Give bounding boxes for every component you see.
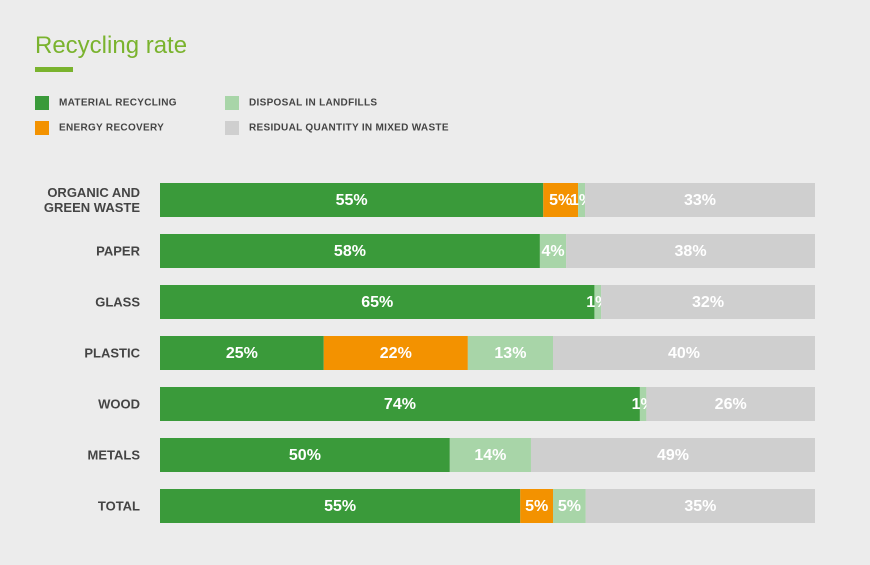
bar-segment [160,336,324,370]
data-label: 5% [549,192,572,209]
bar-segment [323,336,468,370]
legend-swatch [225,121,239,135]
bar-segment [646,387,815,421]
legend-label: DISPOSAL IN LANDFILLS [249,98,377,109]
data-label: 33% [684,192,716,209]
category-label: GLASS [95,294,140,310]
legend-label: MATERIAL RECYCLING [59,98,177,109]
data-label: 58% [334,243,366,260]
bar-segment [160,234,540,268]
chart-title: Recycling rate [35,32,187,59]
bar-segment [585,183,815,217]
data-label: 35% [684,498,716,515]
data-label: 32% [692,294,724,311]
bar-segment [585,489,815,523]
category-label: METALS [87,447,140,463]
data-label: 55% [336,192,368,209]
data-label: 5% [558,498,581,515]
legend-swatch [35,96,49,110]
bar-segment [566,234,815,268]
category-label: WOOD [98,396,140,412]
data-label: 38% [675,243,707,260]
data-label: 40% [668,345,700,362]
bar-segment [520,489,553,523]
data-label: 26% [715,396,747,413]
category-label: ORGANIC AND GREEN WASTE [43,185,140,215]
bar-segment [594,285,602,319]
legend-swatch [35,121,49,135]
data-label: 74% [384,396,416,413]
title-underline [35,67,73,72]
data-label: 4% [541,243,564,260]
bar-segment [160,285,595,319]
bar-segment [160,183,544,217]
data-label: 5% [525,498,548,515]
data-label: 55% [324,498,356,515]
data-label: 49% [657,447,689,464]
bar-segment [553,489,586,523]
bar-segment [578,183,586,217]
bar-segment [553,336,815,370]
data-label: 50% [289,447,321,464]
bar-segment [530,438,815,472]
bar-segment [539,234,567,268]
bar-segment [160,387,640,421]
legend-swatch [225,96,239,110]
bar-segment [160,438,450,472]
bar-segment [160,489,521,523]
legend-label: ENERGY RECOVERY [59,123,164,134]
data-label: 14% [474,447,506,464]
bar-segment [467,336,553,370]
legend-label: RESIDUAL QUANTITY IN MIXED WASTE [249,123,449,134]
bar-segment [543,183,579,217]
data-label: 25% [226,345,258,362]
category-label: TOTAL [97,498,140,514]
category-label: PAPER [96,243,140,259]
bar-segment [601,285,815,319]
data-label: 13% [494,345,526,362]
data-label: 65% [361,294,393,311]
bar-segment [639,387,647,421]
bar-segment [449,438,531,472]
data-label: 22% [380,345,412,362]
category-label: PLASTIC [84,345,140,361]
